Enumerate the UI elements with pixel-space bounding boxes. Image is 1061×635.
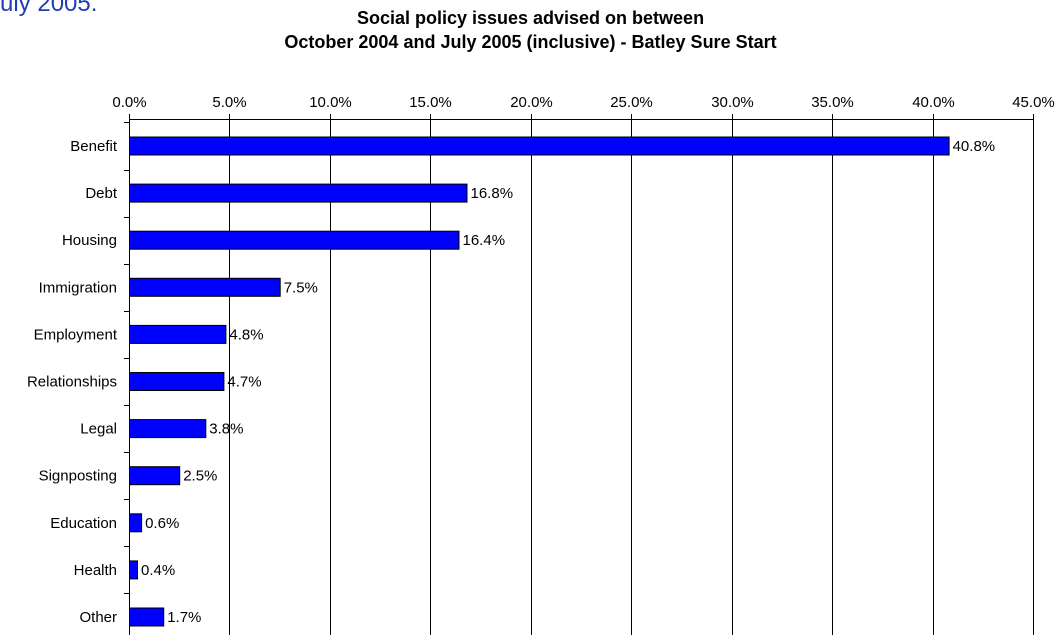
x-tick-label: 40.0% — [912, 94, 955, 111]
category-label: Employment — [34, 326, 118, 343]
bar — [129, 324, 227, 344]
bar — [129, 466, 181, 486]
data-label: 0.6% — [145, 515, 179, 532]
x-tick-label: 0.0% — [112, 94, 146, 111]
bar — [129, 607, 165, 627]
chart-title: Social policy issues advised on between … — [0, 6, 1061, 54]
bar — [129, 230, 460, 250]
category-label: Health — [74, 562, 117, 579]
bar — [129, 560, 138, 580]
x-tick-label: 25.0% — [610, 94, 653, 111]
x-tick-label: 30.0% — [711, 94, 754, 111]
data-label: 1.7% — [167, 609, 201, 626]
data-label: 4.7% — [227, 374, 261, 391]
category-label: Legal — [80, 421, 117, 438]
bar — [129, 513, 143, 533]
x-tick-label: 5.0% — [212, 94, 246, 111]
x-tick-label: 15.0% — [409, 94, 452, 111]
chart-title-line-2: October 2004 and July 2005 (inclusive) -… — [284, 32, 777, 52]
x-tick-label: 20.0% — [510, 94, 553, 111]
x-tick-label: 35.0% — [811, 94, 854, 111]
category-label: Signposting — [39, 468, 117, 485]
category-label: Immigration — [39, 279, 117, 296]
bar — [129, 419, 207, 439]
x-tick-label: 45.0% — [1012, 94, 1055, 111]
data-label: 40.8% — [953, 138, 996, 155]
data-label: 16.8% — [471, 185, 514, 202]
x-tick-label: 10.0% — [309, 94, 352, 111]
bar — [129, 372, 225, 391]
data-label: 16.4% — [463, 232, 506, 249]
category-label: Housing — [62, 232, 117, 249]
category-label: Debt — [85, 185, 118, 202]
category-label: Other — [79, 609, 117, 626]
category-label: Relationships — [27, 374, 117, 391]
bar — [129, 136, 950, 156]
bar — [129, 277, 281, 297]
page-heading-fragment: uly 2005. — [0, 0, 98, 17]
data-label: 7.5% — [284, 279, 318, 296]
category-label: Education — [50, 515, 117, 532]
data-label: 4.8% — [229, 326, 263, 343]
data-label: 2.5% — [183, 468, 217, 485]
category-label: Benefit — [70, 138, 118, 155]
data-label: 0.4% — [141, 562, 175, 579]
data-label: 3.8% — [209, 421, 243, 438]
bar — [129, 183, 468, 203]
chart-title-line-1: Social policy issues advised on between — [356, 8, 705, 28]
